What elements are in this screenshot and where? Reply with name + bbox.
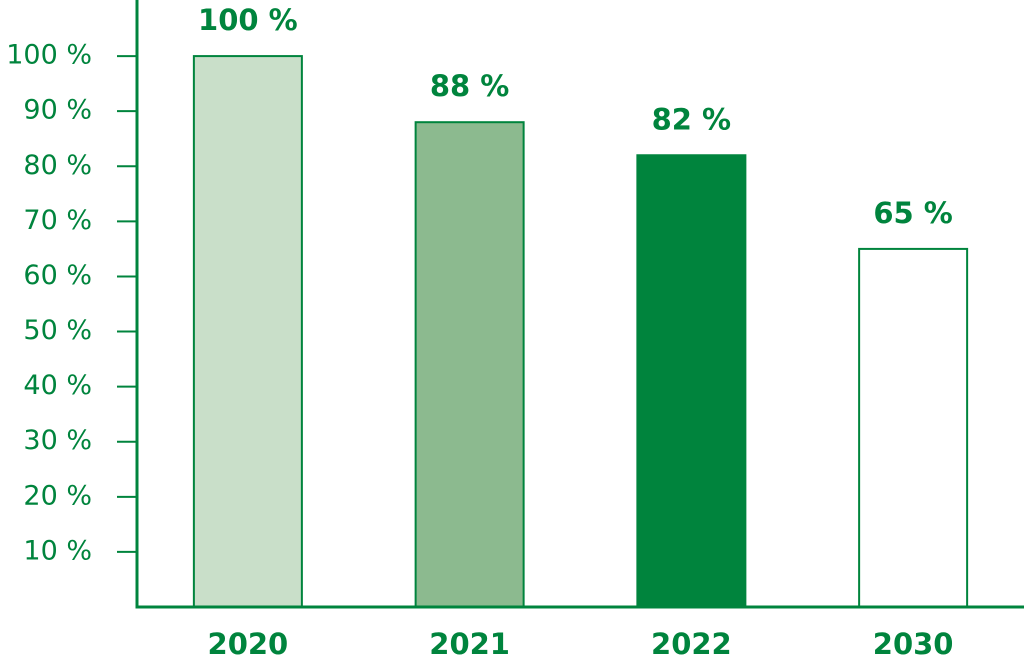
value-label: 82 %: [652, 102, 732, 136]
y-tick-label: 30 %: [23, 425, 92, 456]
y-tick-label: 50 %: [23, 315, 92, 346]
y-tick-label: 80 %: [23, 150, 92, 181]
y-tick-label: 20 %: [23, 480, 92, 511]
y-tick-label: 70 %: [23, 205, 92, 236]
x-tick-label: 2022: [651, 627, 732, 659]
bar: [636, 154, 747, 608]
value-label: 65 %: [873, 196, 953, 230]
value-label: 88 %: [430, 69, 510, 103]
x-tick-label: 2020: [208, 627, 289, 659]
value-label: 100 %: [198, 3, 298, 37]
x-tick-label: 2021: [429, 627, 510, 659]
y-tick-label: 10 %: [23, 535, 92, 566]
bar: [858, 247, 969, 608]
y-tick-label: 100 %: [6, 40, 92, 71]
x-tick-label: 2030: [873, 627, 954, 659]
bar: [192, 55, 303, 609]
bar: [414, 121, 525, 608]
y-tick-label: 40 %: [23, 370, 92, 401]
y-tick-label: 60 %: [23, 260, 92, 291]
y-tick-label: 90 %: [23, 95, 92, 126]
